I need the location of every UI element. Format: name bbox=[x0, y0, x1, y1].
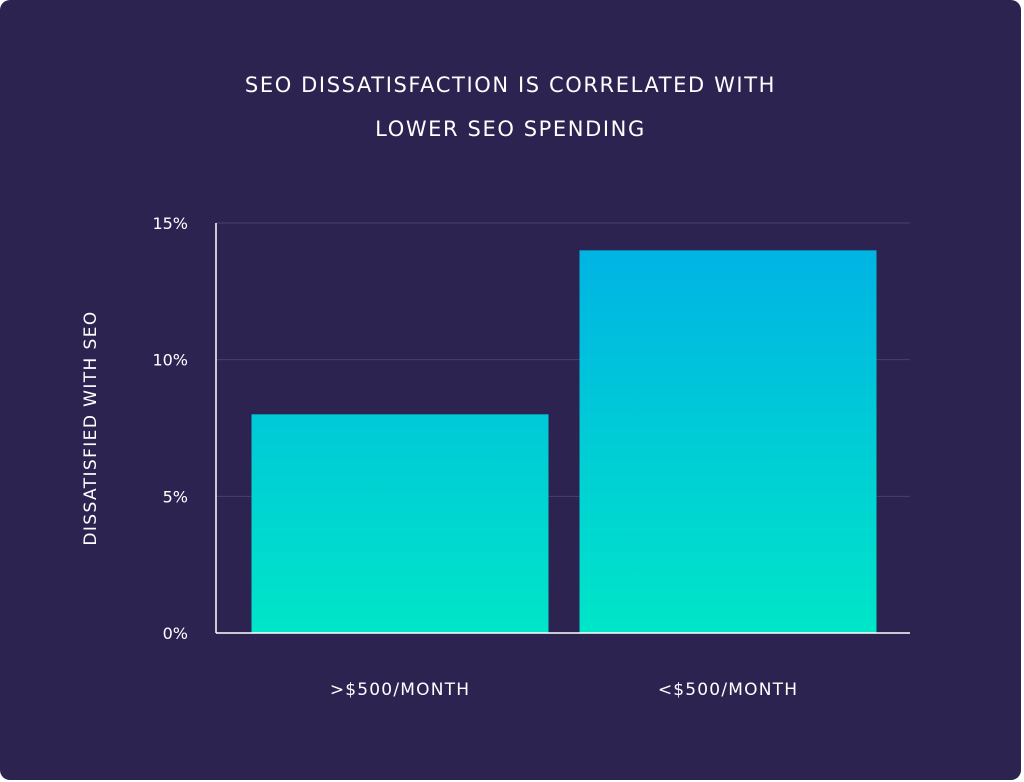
bar bbox=[579, 250, 877, 634]
y-tick-label: 10% bbox=[152, 351, 188, 370]
chart-title-line-2: LOWER SEO SPENDING bbox=[375, 117, 646, 141]
x-category-label: <$500/MONTH bbox=[658, 680, 798, 700]
bars bbox=[251, 250, 877, 634]
y-tick-label: 5% bbox=[163, 487, 188, 506]
axes bbox=[215, 223, 910, 634]
chart-title-line-1: SEO DISSATISFACTION IS CORRELATED WITH bbox=[244, 73, 777, 97]
x-category-label: >$500/MONTH bbox=[330, 680, 470, 700]
y-tick-label: 0% bbox=[163, 624, 188, 643]
labels: 0% 5% 10% 15% >$500/MONTH <$500/MONTH bbox=[152, 214, 798, 700]
bar bbox=[251, 414, 549, 633]
y-tick-label: 15% bbox=[152, 214, 188, 233]
y-axis-title: DISSATISFIED WITH SEO bbox=[81, 310, 101, 545]
